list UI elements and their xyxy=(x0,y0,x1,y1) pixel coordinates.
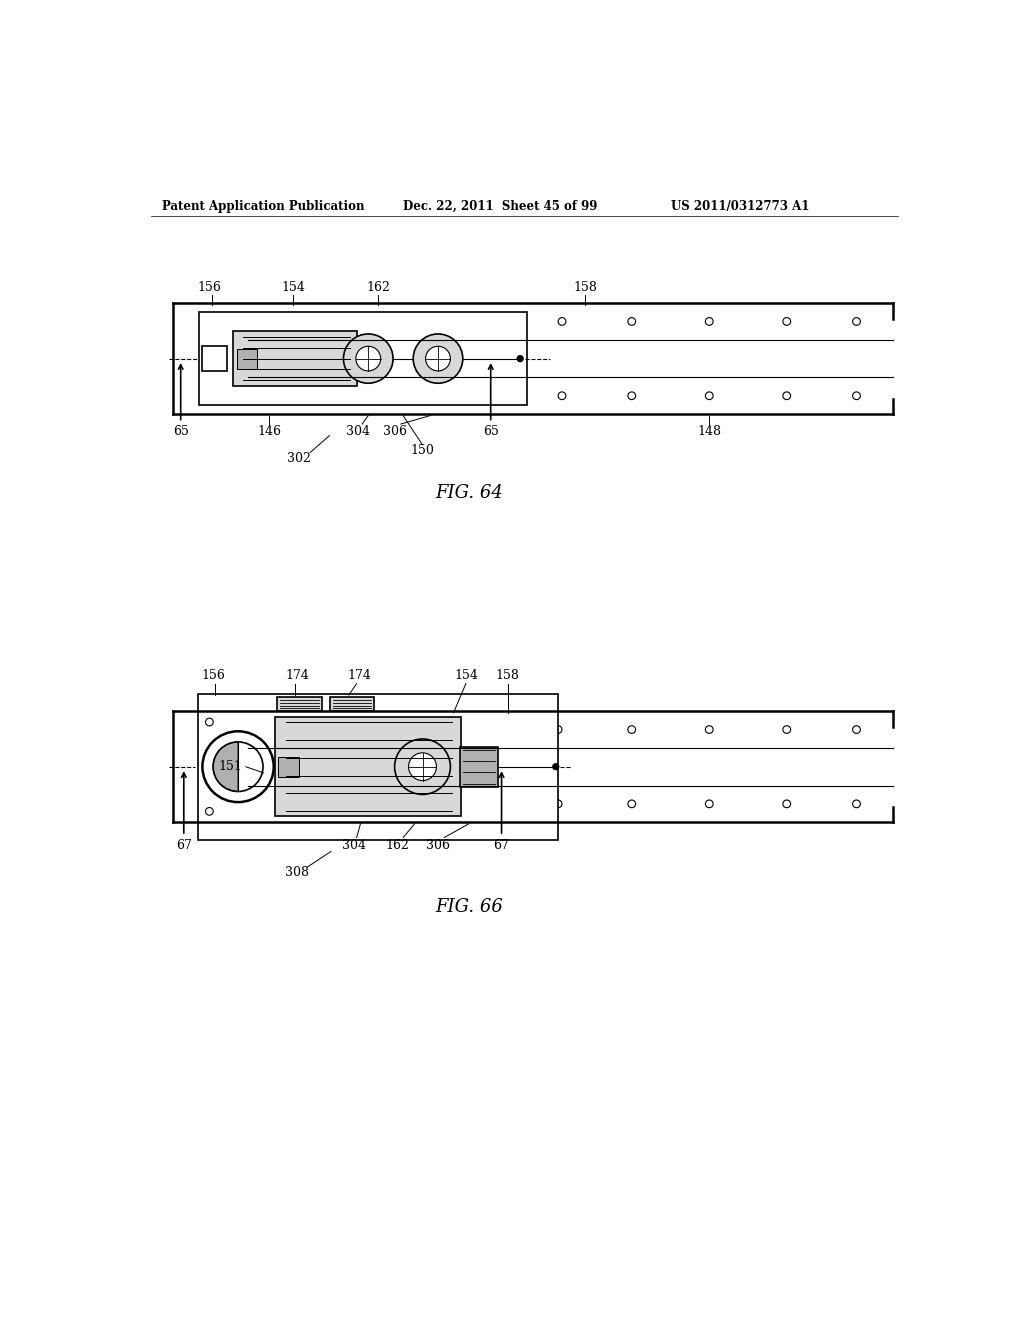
Circle shape xyxy=(334,726,341,734)
Text: 158: 158 xyxy=(496,669,520,682)
Circle shape xyxy=(853,318,860,325)
Circle shape xyxy=(473,318,480,325)
Text: 302: 302 xyxy=(287,453,310,465)
Text: 154: 154 xyxy=(454,669,478,682)
Circle shape xyxy=(480,800,488,808)
Circle shape xyxy=(334,392,341,400)
Circle shape xyxy=(517,355,523,362)
Text: 306: 306 xyxy=(383,425,408,438)
Text: 154: 154 xyxy=(282,281,305,294)
Circle shape xyxy=(853,726,860,734)
Circle shape xyxy=(403,392,411,400)
Bar xyxy=(276,697,322,711)
Text: 304: 304 xyxy=(342,838,367,851)
Circle shape xyxy=(394,739,451,795)
Circle shape xyxy=(783,318,791,325)
Circle shape xyxy=(783,800,791,808)
Text: 306: 306 xyxy=(426,838,450,851)
Circle shape xyxy=(426,346,451,371)
Text: 162: 162 xyxy=(386,838,410,851)
Bar xyxy=(233,331,356,387)
Circle shape xyxy=(558,392,566,400)
Circle shape xyxy=(628,318,636,325)
Circle shape xyxy=(409,752,436,780)
Text: US 2011/0312773 A1: US 2011/0312773 A1 xyxy=(671,199,809,213)
Circle shape xyxy=(783,726,791,734)
Circle shape xyxy=(706,318,713,325)
Bar xyxy=(238,348,257,368)
Circle shape xyxy=(206,808,213,816)
Bar xyxy=(330,697,375,711)
Text: 67: 67 xyxy=(494,838,510,851)
Text: 65: 65 xyxy=(482,425,499,438)
Text: 67: 67 xyxy=(176,838,191,851)
Circle shape xyxy=(403,318,411,325)
Circle shape xyxy=(206,718,213,726)
Circle shape xyxy=(853,392,860,400)
Circle shape xyxy=(356,346,381,371)
Bar xyxy=(460,747,499,787)
Circle shape xyxy=(480,726,488,734)
Circle shape xyxy=(203,731,273,803)
Circle shape xyxy=(334,318,341,325)
Text: FIG. 66: FIG. 66 xyxy=(435,898,503,916)
Circle shape xyxy=(271,392,280,400)
Circle shape xyxy=(706,392,713,400)
Text: FIG. 64: FIG. 64 xyxy=(435,484,503,503)
Text: 158: 158 xyxy=(573,281,597,294)
Circle shape xyxy=(628,800,636,808)
Circle shape xyxy=(706,800,713,808)
Text: 308: 308 xyxy=(285,866,309,879)
Circle shape xyxy=(343,334,393,383)
Bar xyxy=(275,718,461,816)
Bar xyxy=(203,346,227,371)
Circle shape xyxy=(558,318,566,325)
Text: 156: 156 xyxy=(198,281,221,294)
Text: 148: 148 xyxy=(697,425,721,438)
Text: 304: 304 xyxy=(346,425,370,438)
Circle shape xyxy=(271,318,280,325)
Bar xyxy=(198,693,558,840)
Circle shape xyxy=(403,800,411,808)
Bar xyxy=(279,756,299,776)
Circle shape xyxy=(628,726,636,734)
Text: 162: 162 xyxy=(367,281,390,294)
Text: Patent Application Publication: Patent Application Publication xyxy=(163,199,365,213)
Text: 156: 156 xyxy=(202,669,225,682)
Circle shape xyxy=(706,726,713,734)
Circle shape xyxy=(414,334,463,383)
Text: 65: 65 xyxy=(173,425,188,438)
Text: 151: 151 xyxy=(219,760,243,774)
Circle shape xyxy=(334,800,341,808)
Circle shape xyxy=(628,392,636,400)
Text: 174: 174 xyxy=(285,669,309,682)
Text: Dec. 22, 2011  Sheet 45 of 99: Dec. 22, 2011 Sheet 45 of 99 xyxy=(402,199,597,213)
Circle shape xyxy=(853,800,860,808)
Circle shape xyxy=(554,726,562,734)
Text: 150: 150 xyxy=(411,445,434,458)
Circle shape xyxy=(553,763,559,770)
Text: 146: 146 xyxy=(257,425,281,438)
Bar xyxy=(200,313,527,405)
Text: 174: 174 xyxy=(347,669,371,682)
Wedge shape xyxy=(213,742,238,792)
Circle shape xyxy=(783,392,791,400)
Circle shape xyxy=(473,392,480,400)
Circle shape xyxy=(554,800,562,808)
Circle shape xyxy=(403,726,411,734)
